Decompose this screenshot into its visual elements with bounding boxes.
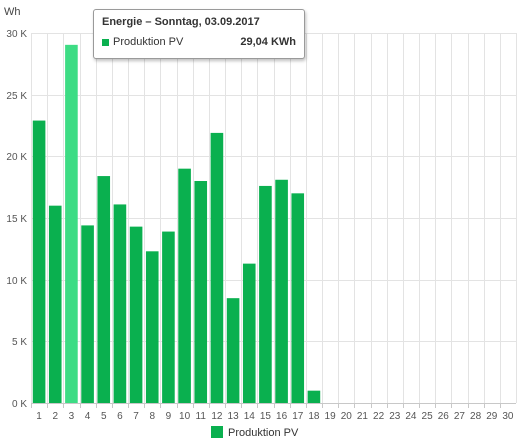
x-tick-label: 13 <box>228 411 240 422</box>
bar <box>307 390 321 403</box>
legend-label[interactable]: Produktion PV <box>228 427 299 439</box>
x-tick-label: 22 <box>373 411 385 422</box>
bar-series <box>32 44 321 404</box>
bar <box>291 193 305 403</box>
y-tick-label: 20 K <box>6 152 27 163</box>
bar <box>226 298 240 403</box>
x-tick-label: 20 <box>341 411 353 422</box>
bar <box>210 132 224 403</box>
x-tick-label: 1 <box>36 411 42 422</box>
tooltip-swatch <box>102 38 109 46</box>
y-axis-label: Wh <box>4 6 21 18</box>
x-tick-label: 26 <box>438 411 450 422</box>
bar <box>65 44 78 404</box>
x-tick-label: 9 <box>166 411 172 422</box>
x-tick-label: 18 <box>308 411 320 422</box>
bar <box>275 179 288 403</box>
x-tick-label: 5 <box>101 411 107 422</box>
bar <box>162 231 175 403</box>
x-tick-label: 14 <box>244 411 256 422</box>
bar <box>145 251 159 403</box>
x-tick-label: 28 <box>470 411 482 422</box>
tooltip-title: Energie – Sonntag, 03.09.2017 <box>102 16 260 28</box>
y-tick-label: 30 K <box>6 29 27 40</box>
x-tick-label: 29 <box>486 411 498 422</box>
bar <box>48 205 62 403</box>
x-tick-label: 11 <box>196 411 207 422</box>
bar <box>113 204 127 403</box>
x-tick-label: 2 <box>52 411 58 422</box>
bar <box>259 185 272 403</box>
x-tick-label: 8 <box>149 411 155 422</box>
x-tick-label: 25 <box>422 411 434 422</box>
x-tick-label: 24 <box>405 411 417 422</box>
x-tick-label: 4 <box>85 411 91 422</box>
tooltip-value: 29,04 KWh <box>240 36 296 48</box>
x-tick-label: 10 <box>179 411 191 422</box>
x-tick-label: 30 <box>502 411 514 422</box>
tooltip: Energie – Sonntag, 03.09.2017 Produktion… <box>93 9 305 59</box>
x-tick-label: 7 <box>133 411 139 422</box>
x-tick-label: 23 <box>389 411 401 422</box>
tooltip-series-name: Produktion PV <box>113 36 184 48</box>
legend-swatch[interactable] <box>211 426 223 438</box>
bar <box>242 263 256 403</box>
x-tick-label: 6 <box>117 411 123 422</box>
x-tick-label: 12 <box>211 411 223 422</box>
x-tick-label: 16 <box>276 411 288 422</box>
bar <box>194 181 208 403</box>
legend[interactable]: Produktion PV <box>211 426 299 439</box>
bar <box>81 225 94 403</box>
y-tick-label: 25 K <box>6 91 27 102</box>
x-tick-label: 21 <box>357 411 369 422</box>
x-tick-label: 27 <box>454 411 466 422</box>
x-tick-label: 15 <box>260 411 272 422</box>
y-tick-label: 5 K <box>12 337 27 348</box>
bar <box>97 176 111 403</box>
axes: 0 K5 K10 K15 K20 K25 K30 K1 2 3 4 5 6 7 8 9 10 11 1… <box>6 29 516 422</box>
y-tick-label: 0 K <box>12 399 27 410</box>
bar <box>32 120 46 403</box>
y-tick-label: 10 K <box>6 276 27 287</box>
bar <box>178 168 191 403</box>
grid-lines <box>31 33 517 404</box>
x-tick-label: 19 <box>325 411 337 422</box>
y-tick-label: 15 K <box>6 214 27 225</box>
x-tick-label: 3 <box>69 411 75 422</box>
tooltip-row: Produktion PV 29,04 KWh <box>102 36 296 48</box>
bar <box>129 226 143 403</box>
x-tick-label: 17 <box>292 411 304 422</box>
